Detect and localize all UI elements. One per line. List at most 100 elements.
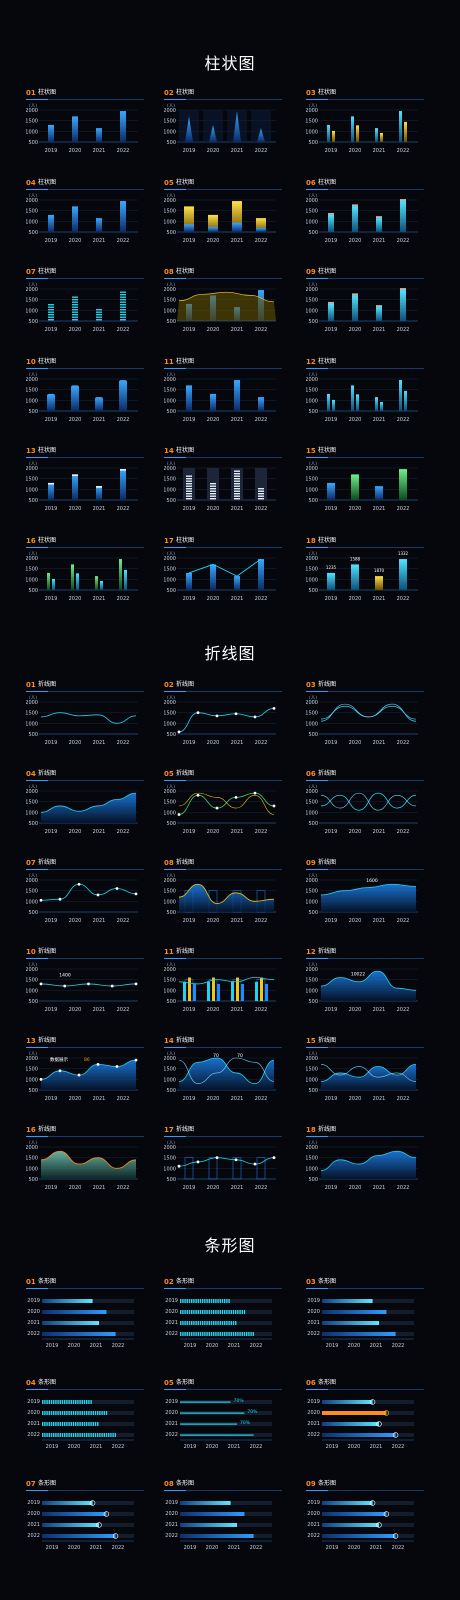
x-tick-label: 2022 [397,506,410,512]
bar [72,116,78,142]
x-tick-label: 2020 [348,1545,361,1551]
bar [180,1501,231,1505]
y-tick-label: 1000 [26,1077,38,1083]
area-fill [321,1064,416,1090]
panel-number: 12 [306,948,316,956]
bar-segment [182,1332,184,1336]
bar-segment [120,296,126,298]
panel-label: 折线图 [176,1126,195,1133]
bar-segment [224,1310,226,1314]
panel-header: 05 条形图 [164,1378,282,1388]
bar-segment [72,1411,75,1415]
bar-segment [94,1422,97,1426]
line-chart-panel: 10 折线图 (人) 2000 1500 1000 500 2019 2020 2021 2022 1… [26,947,144,1025]
y-tick-label: 2022 [165,1432,178,1438]
x-tick-label: 2022 [117,1185,130,1191]
panel-header: 15 柱状图 [306,446,424,456]
bar-segment [97,1411,99,1415]
bar [188,977,191,1001]
y-tick-label: 2000 [26,466,38,472]
y-tick-label: 2021 [27,1320,40,1326]
data-point [215,1156,219,1160]
panel-header: 05 折线图 [164,769,282,779]
y-tick-label: 1000 [26,810,38,816]
line-chart-panel: 09 折线图 (人) 2000 1500 1000 500 2019 2020 2021 2022 1… [306,858,424,936]
panel-divider-accent [306,869,328,870]
panel-number: 15 [306,1037,316,1045]
data-point [177,813,181,816]
bar [210,393,216,411]
y-tick-label: 500 [28,732,38,738]
bar-segment [86,1422,88,1426]
panel-number: 08 [164,1480,174,1488]
y-tick-label: 1000 [164,988,176,994]
series-line [178,977,275,985]
panel-divider [26,1136,144,1137]
line-chart-panel: 03 折线图 (人) 2000 1500 1000 500 2019 2020 2021 2022 [306,680,424,758]
panel-label: 折线图 [38,948,57,955]
panel-divider [26,958,144,959]
x-tick-label: 2022 [397,596,410,602]
panel-divider-accent [164,457,186,458]
bar-segment [228,1299,230,1303]
y-tick-label: 2000 [164,377,176,383]
panel-label: 柱状图 [38,447,57,454]
bar-segment [217,1332,219,1336]
panel-divider-accent [164,691,186,692]
bar-segment [120,316,126,318]
y-tick-label: 2000 [164,700,176,706]
bar-segment [75,1411,77,1415]
y-tick-label: 500 [166,409,176,415]
unit-label: (人) [167,103,175,109]
bar [210,563,216,590]
panel-header: 02 折线图 [164,680,282,690]
y-tick-label: 500 [308,1088,318,1094]
bar-segment [94,1411,97,1415]
bar-segment [188,1310,191,1314]
line-chart: (人)2000 1500 1000 500 2019 2020 2021 2022 [26,873,138,924]
data-point [234,712,238,716]
bar [42,1332,116,1336]
panel-header: 14 柱状图 [164,446,282,456]
panel-header: 04 柱状图 [26,178,144,188]
panel-label: 折线图 [176,859,195,866]
bar-segment [234,470,240,472]
panel-header: 18 柱状图 [306,536,424,546]
bar-segment [42,1422,44,1426]
panel-header: 06 柱状图 [306,178,424,188]
series-line [320,1150,417,1171]
x-tick-label: 2019 [325,327,338,333]
panel-label: 条形图 [318,1278,337,1285]
panel-divider-accent [26,99,48,100]
x-tick-label: 2019 [326,1343,339,1349]
bar-track [255,468,267,500]
bar-segment [50,1433,53,1437]
panel-number: 02 [164,89,174,97]
bar-segment [195,1321,197,1325]
x-tick-label: 2021 [373,417,386,423]
bar-segment [186,1299,188,1303]
x-tick-label: 2020 [206,1444,219,1450]
bar [399,469,407,500]
bar [375,396,378,411]
hbar-chart: 2019 2020 2021 2022 2019 2020 2021 2022 [27,1500,134,1551]
hbar-chart: 2019 2020 2021 2022 2019 2020 2021 2022 [165,1298,272,1349]
bar-marker [369,1500,376,1506]
line-chart: (人)2000 1500 1000 500 2019 2020 2021 2022 [26,695,138,746]
bar [352,205,358,232]
bar-segment [50,1400,53,1404]
bar-chart-panel: 06 柱状图 (人) 2000 1500 1000 500 2019 2020 2021 2022 [306,178,424,256]
bar-segment [72,296,78,298]
bar-segment [48,316,54,318]
x-tick-label: 2021 [370,1545,383,1551]
x-tick-label: 2019 [183,238,196,244]
panel-label: 柱状图 [38,89,57,96]
y-tick-label: 1000 [26,398,38,404]
panel-divider [306,1389,424,1390]
bar [48,124,54,142]
panel-header: 16 柱状图 [26,536,144,546]
bar-segment [44,1411,46,1415]
x-tick-label: 2021 [90,1444,103,1450]
hbar-chart: 2019 2020 2021 2022 2019 2020 2021 2022 [307,1399,414,1450]
bar-segment [81,1411,83,1415]
